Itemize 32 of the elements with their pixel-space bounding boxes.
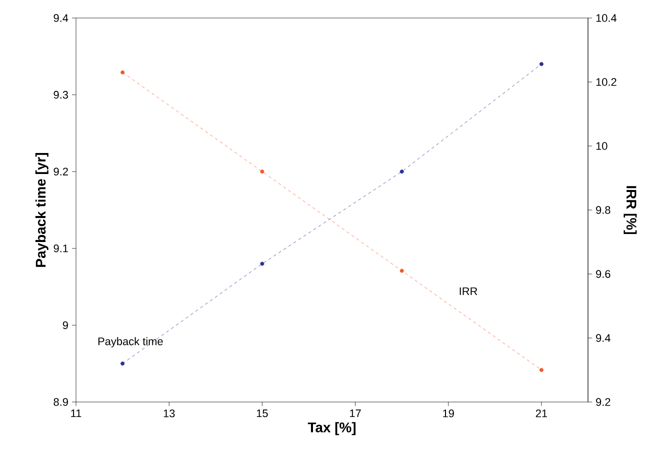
x-tick-label: 13 [164,410,175,418]
y2-tick-label: 9.8 [596,206,610,214]
y-tick-label: 9.2 [54,168,68,176]
y2-tick-label: 9.2 [596,398,610,406]
y-tick-label: 9.1 [54,244,68,252]
y-tick-label: 9.4 [54,14,68,22]
y-axis-title: Payback time [yr] [35,153,48,267]
point [260,262,264,266]
y2-tick-label: 10 [596,142,608,150]
x-tick-label: 19 [443,410,454,418]
point [120,362,125,366]
y-tick-label: 9 [62,321,68,330]
series-label: Payback time [98,337,163,348]
point [400,170,404,174]
y2-tick-label: 10.4 [596,14,617,22]
point [400,268,404,273]
y2-tick-label: 10.2 [596,78,616,86]
y2-tick-label: 9.6 [596,270,610,278]
point [120,70,125,74]
y-tick-label: 8.9 [54,398,68,406]
x-tick-label: 11 [71,410,82,418]
y2-axis-title: IRR [%] [624,186,637,234]
point [260,170,264,174]
point [539,62,544,66]
point [539,368,544,372]
x-tick-label: 17 [350,410,361,418]
y-tick-label: 9.3 [54,90,68,99]
x-tick-label: 15 [256,410,268,418]
y2-tick-label: 9.4 [596,334,610,342]
series-label: IRR [460,287,478,296]
x-tick-label: 21 [536,410,548,418]
x-axis-title: Tax [%] [308,422,356,436]
